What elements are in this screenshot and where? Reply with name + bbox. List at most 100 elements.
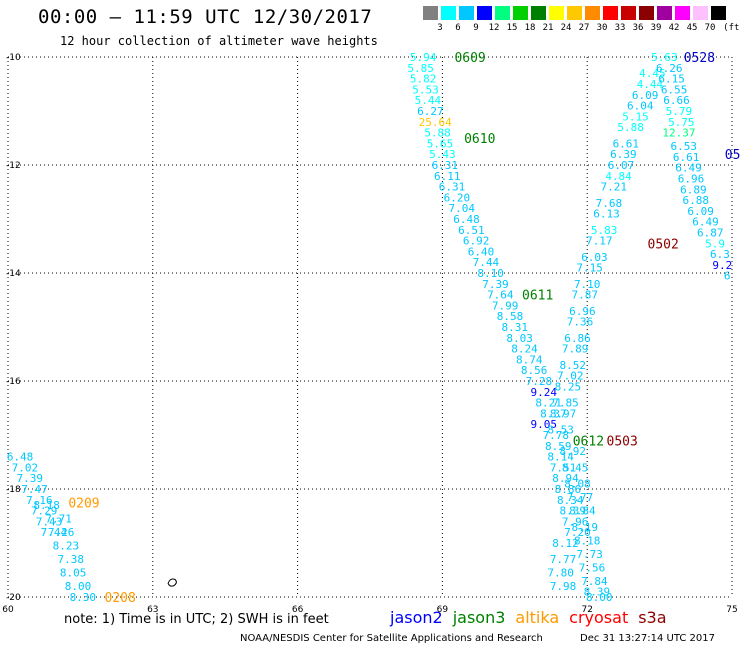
legend-satellite-jason2: jason2 [390,608,443,627]
satellite-legend: jason2 jason3 altika cryosat s3a [390,608,677,627]
scale-unit: (ft) [723,23,740,33]
scale-swatch [423,6,438,20]
footer-credit: NOAA/NESDIS Center for Satellite Applica… [240,633,543,644]
wave-height-value: 8.00 [586,591,613,604]
pass-time-label: 0503 [607,434,638,449]
wave-height-value: 9.05 [531,418,558,431]
wave-height-value: 5.88 [617,121,644,134]
wave-height-value: 7.56 [579,561,606,574]
pass-time-label: 0502 [648,237,679,252]
wave-height-value: 6.87 [697,227,724,240]
wave-height-value: 8.39 [559,505,586,518]
wave-height-value: 5.75 [668,116,695,129]
wave-height-value: 6.86 [564,332,591,345]
wave-height-value: 6.89 [680,183,707,196]
wave-height-value: 5.63 [651,51,678,64]
scale-swatch [657,6,672,20]
wave-height-value: 8.25 [555,380,582,393]
footer-timestamp: Dec 31 13:27:14 UTC 2017 [580,633,715,644]
wave-height-value: 5.65 [427,137,454,150]
wave-height-value: 7.43 [36,515,63,528]
scale-tick-label: 12 [488,23,500,33]
pass-time-label: 0528 [684,51,715,66]
wave-height-value: 8.34 [557,494,584,507]
wave-height-value: 5.94 [410,51,437,64]
scale-swatch [693,6,708,20]
longitude-tick-label: 60 [2,605,14,615]
scale-swatch [603,6,618,20]
latitude-tick-label: -16 [6,377,21,387]
wave-height-value: 8.84 [569,505,596,518]
scale-swatch [459,6,474,20]
scale-swatch [639,6,654,20]
wave-height-value: 6.96 [569,305,596,318]
wave-height-value: 8.24 [511,343,538,356]
wave-height-value: 8.12 [552,537,579,550]
longitude-tick-label: 66 [292,605,304,615]
wave-height-value: 6.53 [670,140,697,153]
longitude-tick-label: 72 [581,605,592,615]
wave-height-value: 6.49 [692,216,719,229]
scale-tick-label: 18 [524,23,536,33]
wave-height-value: 8.45 [562,461,589,474]
wave-height-value: 7.16 [26,494,53,507]
wave-height-value: 8.53 [547,424,574,437]
wave-height-value: 7.02 [557,370,584,383]
wave-height-value: 4.45 [639,67,666,80]
scale-tick-label: 27 [578,23,590,33]
wave-height-value: 9.24 [531,386,558,399]
wave-height-value: 7.89 [562,343,589,356]
scale-swatch [585,6,600,20]
longitude-tick-label: 63 [147,605,158,615]
wave-height-value: 6.15 [658,73,685,86]
wave-height-value: 6.61 [613,137,640,150]
wave-height-value: 7.84 [581,575,608,588]
wave-height-value: 8.18 [574,534,601,547]
wave-height-value: 8.10 [477,267,504,280]
island-outline [167,578,177,587]
wave-height-value: 7.51 [550,461,577,474]
units-note: note: 1) Time is in UTC; 2) SWH is in fe… [64,612,329,627]
wave-height-value: 6 [724,270,731,283]
scale-tick-label: 42 [668,23,680,33]
map-subtitle: 12 hour collection of altimeter wave hei… [60,34,378,48]
wave-height-value: 6.39 [610,148,637,161]
legend-satellite-jason3: jason3 [452,608,506,627]
wave-height-value: 4.44 [637,78,664,91]
wave-height-value: 6.66 [663,94,690,107]
wave-height-value: 6.49 [675,162,702,175]
wave-height-value: 8.00 [65,580,92,593]
wave-height-value: 8.14 [547,451,574,464]
latitude-tick-label: -20 [6,593,21,603]
wave-height-value: 6.13 [593,208,620,221]
pass-time-label: 0208 [105,591,136,606]
wave-height-value: 6.31 [439,181,466,194]
wave-height-value: 8.08 [564,478,591,491]
scale-tick-label: 45 [686,23,698,33]
wave-height-value: 6.03 [581,251,608,264]
wave-height-value: 7.77 [550,553,577,566]
wave-height-value: 7.20 [564,526,591,539]
wave-height-value: 8.19 [572,521,599,534]
wave-height-value: 5.82 [410,73,437,86]
wave-height-value: 6.27 [417,105,444,118]
scale-tick-label: 21 [542,23,554,33]
wave-height-value: 6.11 [434,170,461,183]
scale-tick-label: 30 [596,23,608,33]
wave-height-value: 6.20 [444,191,471,204]
wave-height-value: 8.30 [70,591,97,604]
pass-time-label: 05 [725,148,740,163]
wave-height-value: 7.68 [596,197,623,210]
legend-satellite-cryosat: cryosat [569,608,629,627]
legend-satellite-s3a: s3a [638,608,667,627]
longitude-tick-label: 75 [726,605,737,615]
wave-height-value: 7.44 [41,526,68,539]
wave-height-value: 25.64 [419,116,452,129]
latitude-tick-label: -10 [6,53,21,63]
pass-time-label: 0610 [464,132,495,147]
wave-height-value: 7.21 [600,181,627,194]
longitude-tick-label: 69 [437,605,449,615]
wave-height-value: 7.44 [473,256,500,269]
scale-swatch [513,6,528,20]
